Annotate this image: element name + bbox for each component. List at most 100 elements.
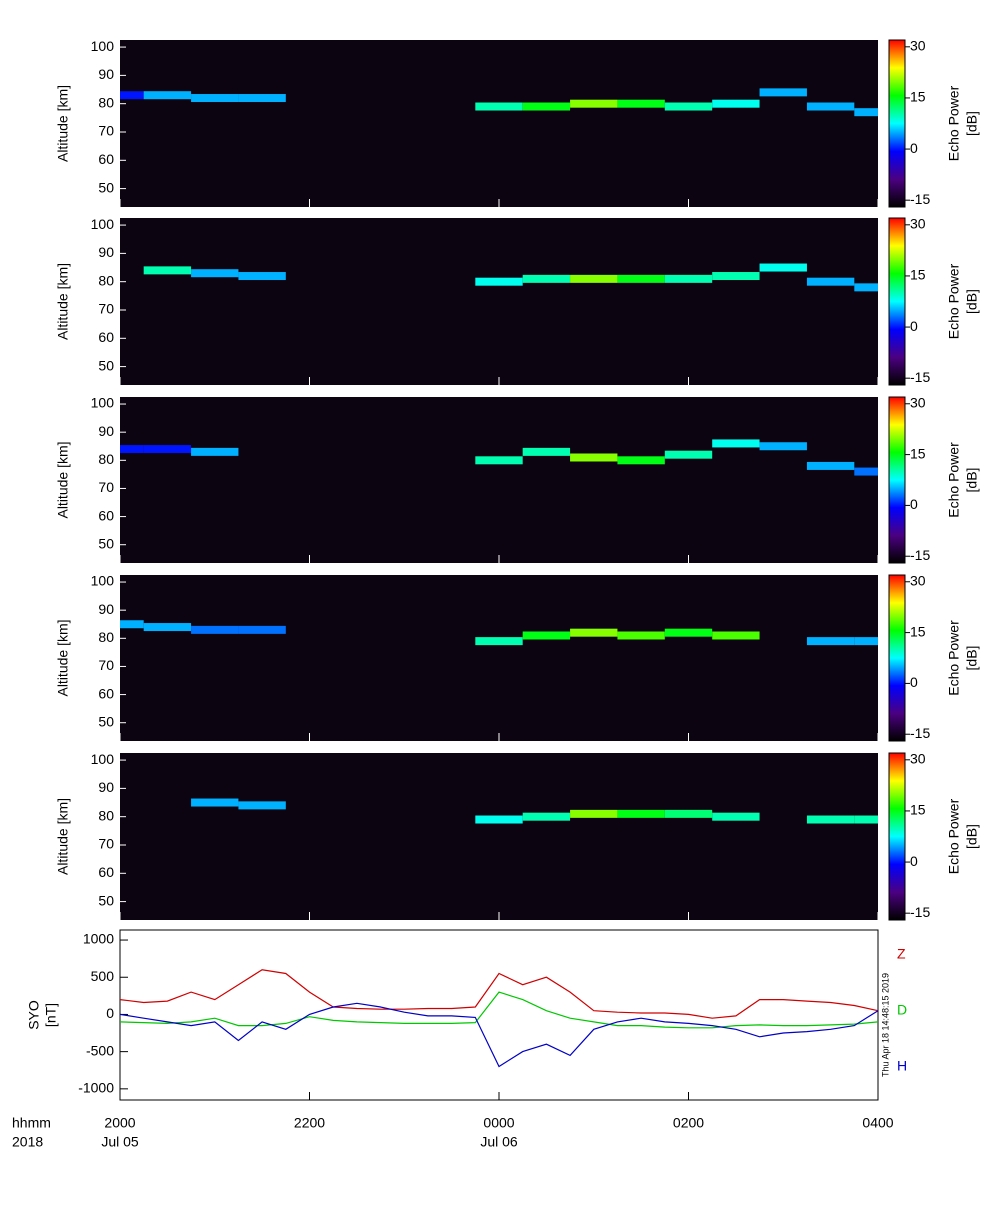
echo-cell	[806, 102, 855, 111]
echo-cell	[522, 447, 571, 456]
echo-cell	[854, 108, 878, 117]
plot-background	[120, 575, 878, 741]
echo-cell	[570, 628, 618, 637]
y-tick-label: -1000	[78, 1080, 114, 1096]
y-axis-label: Altitude [km]	[55, 441, 71, 518]
series-line	[119, 1002, 879, 1068]
timestamp: Thu Apr 18 14:48:15 2019	[880, 973, 890, 1077]
legend-entry: H	[897, 1058, 907, 1074]
echo-cell	[191, 269, 239, 278]
echo-cell	[570, 274, 618, 283]
echo-cell	[475, 456, 523, 465]
legend-entry: D	[897, 1002, 907, 1018]
series-line	[119, 969, 879, 1019]
series-line	[119, 991, 879, 1029]
colorbar-label: Echo Power	[946, 620, 962, 696]
y-tick-label: -500	[86, 1042, 114, 1058]
echo-cell	[143, 623, 192, 632]
echo-cell	[806, 461, 855, 470]
echo-cell	[664, 102, 713, 111]
y-axis-label: Altitude [km]	[55, 85, 71, 162]
plot-frame	[119, 929, 879, 1101]
y-tick-label: 100	[91, 573, 115, 589]
echo-cell	[475, 637, 523, 646]
colorbar-tick-label: -15	[910, 369, 930, 385]
echo-cell	[120, 445, 144, 454]
echo-cell	[143, 266, 192, 275]
echo-cell	[238, 625, 286, 634]
echo-cell	[759, 88, 807, 97]
echo-cell	[475, 102, 523, 111]
y-tick-label: 100	[91, 751, 115, 767]
echo-cell	[522, 812, 571, 821]
echo-cell	[854, 637, 878, 646]
echo-cell	[522, 274, 571, 283]
echo-cell	[854, 815, 878, 824]
colorbar-label: Echo Power	[946, 263, 962, 339]
echo-cell	[806, 277, 855, 286]
y-tick-label: 50	[98, 179, 114, 195]
y-tick-label: 60	[98, 864, 114, 880]
echo-cell	[712, 631, 760, 640]
colorbar-tick-label: 0	[910, 674, 918, 690]
echo-cell	[759, 442, 807, 451]
colorbar-tick-label: 0	[910, 853, 918, 869]
echo-cell	[664, 274, 713, 283]
colorbar-label: [dB]	[964, 111, 980, 136]
y-tick-label: 80	[98, 629, 114, 645]
y-tick-label: 90	[98, 66, 114, 82]
colorbar-tick-label: 0	[910, 140, 918, 156]
y-tick-label: 60	[98, 329, 114, 345]
colorbar-label: Echo Power	[946, 85, 962, 161]
y-tick-label: 50	[98, 713, 114, 729]
colorbar-label: [dB]	[964, 289, 980, 314]
y-axis-label: Altitude [km]	[55, 619, 71, 696]
echo-cell	[712, 272, 760, 281]
y-axis-label: [nT]	[43, 1003, 59, 1027]
echo-cell	[522, 631, 571, 640]
y-tick-label: 90	[98, 244, 114, 260]
echo-cell	[806, 815, 855, 824]
colorbar-tick-label: -15	[910, 904, 930, 920]
colorbar-tick-label: 15	[910, 445, 926, 461]
echo-cell	[191, 798, 239, 807]
plot-background	[120, 753, 878, 920]
y-tick-label: 70	[98, 657, 114, 673]
colorbar-tick-label: 30	[910, 38, 926, 54]
echo-cell	[143, 445, 192, 454]
x-tick-label: 0200	[673, 1115, 704, 1131]
plot-background	[120, 397, 878, 563]
echo-cell	[570, 99, 618, 108]
echo-cell	[191, 625, 239, 634]
colorbar-tick-label: 30	[910, 572, 926, 588]
colorbar-label: [dB]	[964, 468, 980, 493]
y-tick-label: 100	[91, 38, 115, 54]
y-tick-label: 70	[98, 836, 114, 852]
echo-cell	[475, 815, 523, 824]
echo-cell	[664, 809, 713, 818]
colorbar-label: Echo Power	[946, 798, 962, 874]
x-tick-label: 2200	[294, 1115, 325, 1131]
colorbar	[888, 39, 906, 208]
echo-cell	[475, 277, 523, 286]
echo-cell	[143, 91, 192, 100]
colorbar-label: [dB]	[964, 824, 980, 849]
colorbar	[888, 574, 906, 742]
colorbar-tick-label: 30	[910, 394, 926, 410]
y-tick-label: 500	[91, 968, 115, 984]
echo-cell	[617, 274, 665, 283]
y-tick-label: 50	[98, 892, 114, 908]
colorbar-label: Echo Power	[946, 442, 962, 518]
echo-cell	[617, 99, 665, 108]
echo-cell	[664, 450, 713, 459]
plot-background	[120, 40, 878, 207]
colorbar	[888, 217, 906, 386]
echo-cell	[191, 447, 239, 456]
y-tick-label: 50	[98, 357, 114, 373]
colorbar-tick-label: 15	[910, 89, 926, 105]
echo-cell	[712, 99, 760, 108]
echo-cell	[664, 628, 713, 637]
echo-cell	[570, 453, 618, 462]
echo-cell	[617, 809, 665, 818]
echo-cell	[712, 439, 760, 448]
